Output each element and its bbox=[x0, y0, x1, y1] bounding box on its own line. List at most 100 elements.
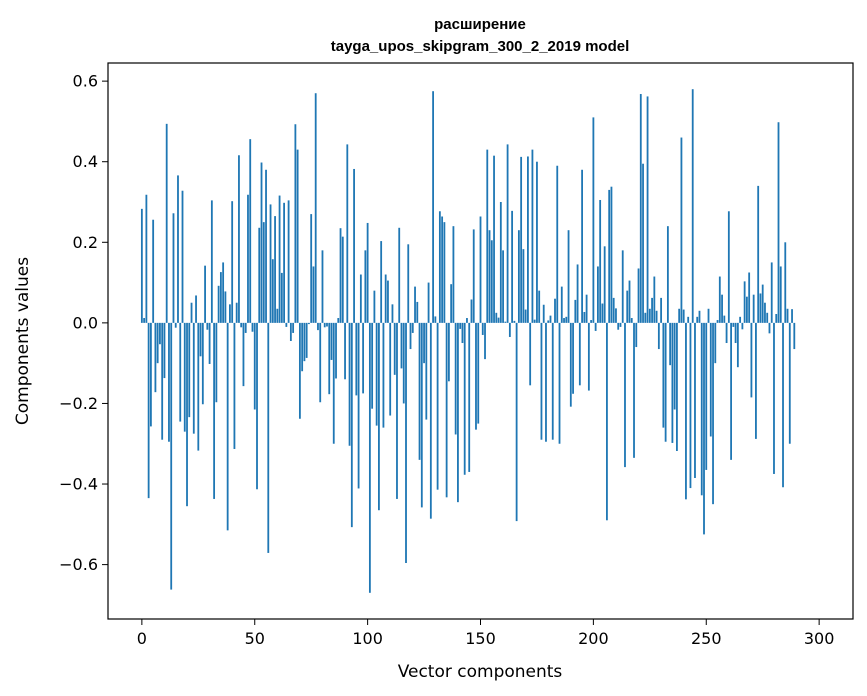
bar bbox=[633, 322, 635, 458]
bar bbox=[739, 316, 742, 323]
bar bbox=[215, 322, 218, 403]
bar bbox=[504, 321, 507, 323]
bar bbox=[549, 315, 552, 323]
bar bbox=[732, 322, 735, 327]
x-tick-label: 100 bbox=[352, 629, 383, 648]
bar bbox=[355, 322, 358, 396]
bar bbox=[208, 322, 211, 364]
bar bbox=[639, 94, 642, 323]
bar bbox=[522, 249, 525, 323]
bar bbox=[308, 322, 310, 325]
bar bbox=[545, 322, 547, 442]
bar bbox=[283, 202, 285, 323]
bar bbox=[206, 322, 209, 330]
bar bbox=[727, 211, 730, 323]
bar bbox=[450, 284, 453, 323]
bar bbox=[319, 322, 322, 403]
bar bbox=[784, 242, 787, 323]
x-tick-label: 0 bbox=[137, 629, 147, 648]
bar bbox=[459, 322, 462, 329]
bar bbox=[508, 322, 511, 337]
bar bbox=[669, 322, 672, 366]
bar bbox=[540, 322, 543, 440]
bar bbox=[759, 293, 762, 323]
bar bbox=[222, 262, 225, 323]
bar bbox=[186, 322, 188, 507]
bar bbox=[350, 322, 353, 528]
bar bbox=[445, 322, 448, 498]
bar bbox=[192, 322, 195, 434]
bar bbox=[159, 322, 161, 345]
bar bbox=[495, 312, 498, 323]
bar bbox=[172, 213, 175, 323]
bar bbox=[384, 274, 387, 323]
bar bbox=[723, 315, 726, 323]
bar bbox=[359, 274, 362, 323]
bar bbox=[714, 322, 717, 364]
bar bbox=[454, 322, 457, 435]
bar bbox=[244, 322, 247, 333]
bar bbox=[617, 322, 620, 330]
bar bbox=[536, 161, 538, 323]
chart-title: расширение bbox=[434, 16, 526, 33]
bar bbox=[736, 322, 739, 368]
bar bbox=[567, 230, 570, 323]
bar bbox=[662, 322, 665, 428]
bar bbox=[676, 322, 678, 451]
bar bbox=[725, 322, 728, 344]
bar bbox=[660, 297, 663, 323]
bar bbox=[434, 316, 437, 323]
bar bbox=[644, 312, 647, 323]
bar bbox=[233, 322, 236, 449]
bar bbox=[373, 290, 376, 323]
bar bbox=[755, 322, 757, 439]
bar bbox=[269, 204, 272, 323]
bar bbox=[556, 165, 559, 323]
bar bbox=[527, 156, 529, 323]
bar bbox=[703, 322, 705, 535]
bar bbox=[524, 309, 527, 323]
bar bbox=[630, 318, 633, 323]
bar bbox=[642, 163, 644, 323]
bar bbox=[328, 322, 331, 395]
bar bbox=[743, 281, 746, 323]
bar bbox=[563, 318, 565, 323]
bar bbox=[235, 302, 238, 323]
bar bbox=[398, 227, 401, 323]
bar bbox=[531, 149, 534, 323]
bar bbox=[242, 322, 245, 387]
bar bbox=[382, 322, 385, 428]
bar bbox=[271, 259, 274, 323]
x-axis-ticks: 0 50 100 150 200 250 300 bbox=[137, 619, 834, 648]
bar bbox=[705, 322, 708, 470]
bar bbox=[296, 149, 299, 323]
y-tick-label: −0.6 bbox=[59, 555, 98, 574]
bar bbox=[757, 185, 760, 323]
bar bbox=[294, 124, 297, 323]
bar bbox=[337, 318, 340, 323]
bar bbox=[197, 322, 200, 451]
bar bbox=[409, 322, 412, 350]
bar bbox=[154, 322, 157, 393]
y-axis-label: Components values bbox=[13, 257, 33, 425]
bar bbox=[253, 322, 256, 410]
bar bbox=[317, 322, 319, 331]
bar bbox=[229, 304, 231, 323]
bar bbox=[721, 294, 723, 323]
bar bbox=[330, 322, 333, 360]
bar bbox=[402, 322, 405, 404]
bar bbox=[576, 264, 579, 323]
bar bbox=[411, 322, 414, 333]
bar bbox=[183, 322, 186, 432]
bar bbox=[168, 322, 170, 442]
bar bbox=[256, 322, 258, 490]
plot-frame bbox=[107, 62, 854, 620]
x-tick-label: 50 bbox=[245, 629, 265, 648]
bar bbox=[165, 123, 168, 323]
bar bbox=[204, 265, 206, 323]
bar bbox=[578, 322, 581, 386]
bar bbox=[305, 322, 308, 358]
bar bbox=[346, 144, 349, 323]
bar bbox=[262, 222, 265, 323]
bar bbox=[472, 229, 475, 323]
